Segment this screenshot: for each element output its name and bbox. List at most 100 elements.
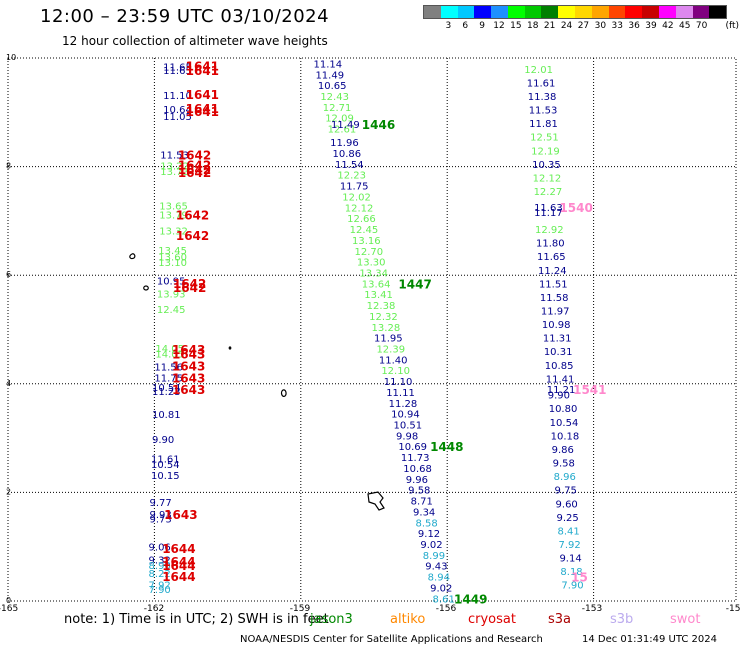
x-tick-label: -153 (582, 604, 602, 614)
wave-height-value: 9.73 (150, 514, 172, 525)
wave-height-value: 9.86 (552, 445, 574, 456)
color-swatch (642, 6, 659, 18)
pass-time-label: 1448 (430, 440, 463, 454)
wave-height-value: 14.05 (155, 349, 184, 360)
footer-timestamp: 14 Dec 01:31:49 UTC 2024 (582, 634, 717, 645)
satellite-name: altiko (390, 612, 426, 627)
wave-height-value: 9.06 (149, 543, 171, 554)
wave-height-value: 9.32 (149, 556, 171, 567)
wave-height-value: 13.10 (158, 258, 187, 269)
y-tick-label: 10 (6, 53, 16, 62)
wave-height-value: 13.41 (364, 290, 393, 301)
color-swatch (524, 6, 542, 18)
wave-height-value: 11.21 (547, 385, 576, 396)
wave-height-value: 10.69 (398, 442, 427, 453)
wave-height-value: 11.40 (379, 355, 408, 366)
wave-height-value: 10.31 (544, 347, 573, 358)
wave-height-value: 12.23 (337, 171, 366, 182)
wave-height-value: 10.54 (152, 383, 181, 394)
wave-height-value: 11.54 (335, 160, 364, 171)
wave-height-value: 9.90 (152, 435, 174, 446)
chart-subtitle: 12 hour collection of altimeter wave hei… (62, 34, 328, 48)
wave-height-value: 12.27 (534, 187, 563, 198)
pass-time-label: 1642 (173, 277, 206, 291)
wave-height-value: 7.90 (149, 585, 171, 596)
pass-time-label: 1642 (176, 229, 209, 243)
wave-height-value: 13.73 (160, 167, 189, 178)
color-swatch (575, 6, 592, 18)
wave-height-value: 13.32 (159, 227, 188, 238)
wave-height-value: 9.93 (150, 510, 172, 521)
wave-height-value: 11.97 (541, 306, 570, 317)
x-tick-label: -162 (144, 604, 164, 614)
color-scale-bar (423, 5, 727, 19)
wave-height-value: 12.12 (533, 173, 562, 184)
wave-height-value: 11.41 (546, 374, 575, 385)
color-swatch (541, 6, 559, 18)
color-scale-tick-label: 36 (628, 21, 640, 31)
color-swatch (507, 6, 525, 18)
pass-time-label: 1643 (172, 383, 205, 397)
wave-height-value: 9.58 (553, 459, 575, 470)
wave-height-value: 12.43 (320, 92, 349, 103)
color-swatch (591, 6, 609, 18)
y-tick-label: 4 (6, 379, 11, 388)
wave-height-value: 11.73 (401, 453, 430, 464)
wave-height-value: 10.98 (542, 320, 571, 331)
pass-time-label: 1449 (454, 592, 487, 606)
wave-height-value: 13.60 (158, 253, 187, 264)
wave-height-value: 10.81 (152, 410, 181, 421)
island-outline (228, 346, 232, 350)
pass-time-label: 1644 (162, 555, 195, 569)
color-scale-tick-label: 3 (445, 21, 452, 31)
wave-height-value: 10.80 (549, 404, 578, 415)
wave-height-value: 8.94 (428, 573, 450, 584)
pass-time-label: 1643 (172, 359, 205, 373)
wave-height-value: 11.61 (151, 455, 180, 466)
pass-time-label: 1643 (172, 343, 205, 357)
pass-time-label: 1644 (162, 570, 195, 584)
pass-time-label: 15 (571, 571, 588, 585)
wave-height-value: 11.05 (163, 112, 192, 123)
wave-height-value: 12.32 (369, 312, 398, 323)
wave-height-value: 12.39 (376, 345, 405, 356)
wave-height-value: 13.65 (159, 202, 188, 213)
pass-time-label: 1641 (186, 102, 219, 116)
wave-height-value: 8.18 (560, 567, 582, 578)
wave-height-value: 11.61 (527, 78, 556, 89)
pass-time-label: 1642 (176, 208, 209, 222)
wave-height-value: 11.58 (540, 293, 569, 304)
color-scale-tick-label: 18 (527, 21, 539, 31)
wave-height-value: 8.71 (411, 497, 433, 508)
wave-height-value: 9.12 (418, 529, 440, 540)
wave-height-value: 11.24 (538, 266, 567, 277)
wave-height-value: 10.65 (318, 81, 347, 92)
color-swatch (675, 6, 693, 18)
wave-height-value: 10.35 (532, 160, 561, 171)
wave-height-value: 10.54 (151, 460, 180, 471)
wave-height-value: 11.81 (529, 119, 558, 130)
wave-height-value: 8.99 (423, 551, 445, 562)
color-swatch (491, 6, 508, 18)
chart-title: 12:00 – 23:59 UTC 03/10/2024 (40, 6, 330, 27)
pass-time-label: 1643 (164, 508, 197, 522)
wave-height-value: 13.16 (352, 236, 381, 247)
color-scale-tick-label: 12 (493, 21, 505, 31)
wave-height-value: 9.75 (555, 486, 577, 497)
wave-height-value: 9.02 (430, 583, 452, 594)
wave-height-value: 11.75 (154, 373, 183, 384)
note-text: note: 1) Time is in UTC; 2) SWH is in fe… (64, 612, 329, 627)
wave-height-value: 10.54 (550, 418, 579, 429)
wave-height-value: 12.61 (328, 125, 357, 136)
color-swatch (457, 6, 475, 18)
wave-height-value: 8.96 (554, 472, 576, 483)
color-scale-tick-label: 6 (462, 21, 469, 31)
island-outline (143, 285, 149, 291)
wave-height-value: 10.64 (163, 105, 192, 116)
wave-height-value: 9.96 (406, 475, 428, 486)
wave-height-value: 10.86 (333, 149, 362, 160)
wave-height-value: 11.53 (160, 151, 189, 162)
satellite-name: s3b (610, 612, 634, 627)
island-outline (129, 253, 136, 260)
wave-height-value: 13.22 (160, 162, 189, 173)
